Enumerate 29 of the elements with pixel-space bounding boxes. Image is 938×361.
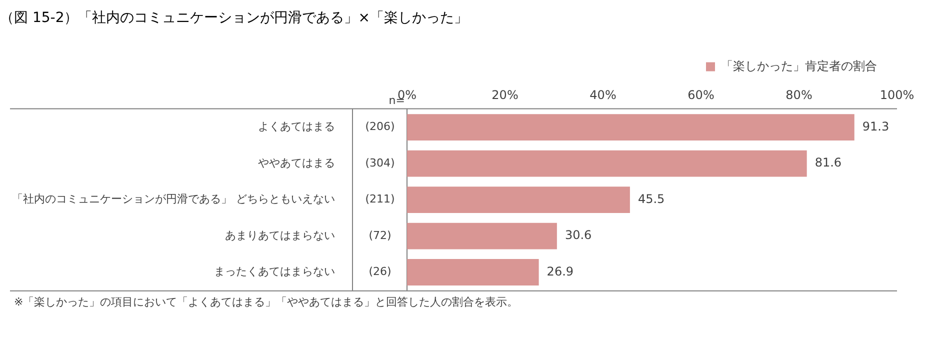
x-tick-label: 20% (492, 88, 518, 102)
y-tick-label: あまりあてはまらない (225, 228, 335, 242)
data-label: 91.3 (862, 119, 890, 134)
bar (407, 259, 539, 286)
text: (211) (365, 192, 395, 206)
data-label: 81.6 (814, 156, 842, 170)
x-tick-label: 80% (786, 88, 812, 102)
text: ※「楽しかった」の項目において「よくあてはまる」「ややあてはまる」と回答した人の割合を表示。 (14, 295, 518, 308)
bar (407, 114, 854, 141)
y-tick-label: よくあてはまる (258, 120, 335, 134)
bar (407, 150, 807, 177)
text: (72) (368, 228, 392, 242)
y-axis-title: 「社内のコミュニケーションが円滑である」 (12, 192, 232, 206)
y-tick-label: ややあてはまる (258, 156, 335, 170)
y-tick-label: まったくあてはまらない (214, 265, 335, 278)
text: (26) (368, 265, 392, 278)
text: (304) (365, 156, 395, 170)
x-tick-label: 40% (590, 88, 616, 102)
bar (407, 186, 630, 214)
y-tick-label: どちらともいえない (236, 192, 335, 206)
bar (407, 222, 557, 250)
text: (206) (365, 120, 395, 134)
data-label: 26.9 (546, 264, 574, 278)
data-label: 45.5 (638, 192, 665, 206)
text: （図 15-2）「社内のコミュニケーションが円滑である」×「楽しかった」 (0, 10, 468, 26)
legend-label: 「楽しかった」肯定者の割合 (721, 58, 877, 73)
x-tick-label: 60% (688, 88, 714, 102)
x-tick-label: 100% (880, 88, 914, 102)
data-label: 30.6 (564, 228, 592, 242)
